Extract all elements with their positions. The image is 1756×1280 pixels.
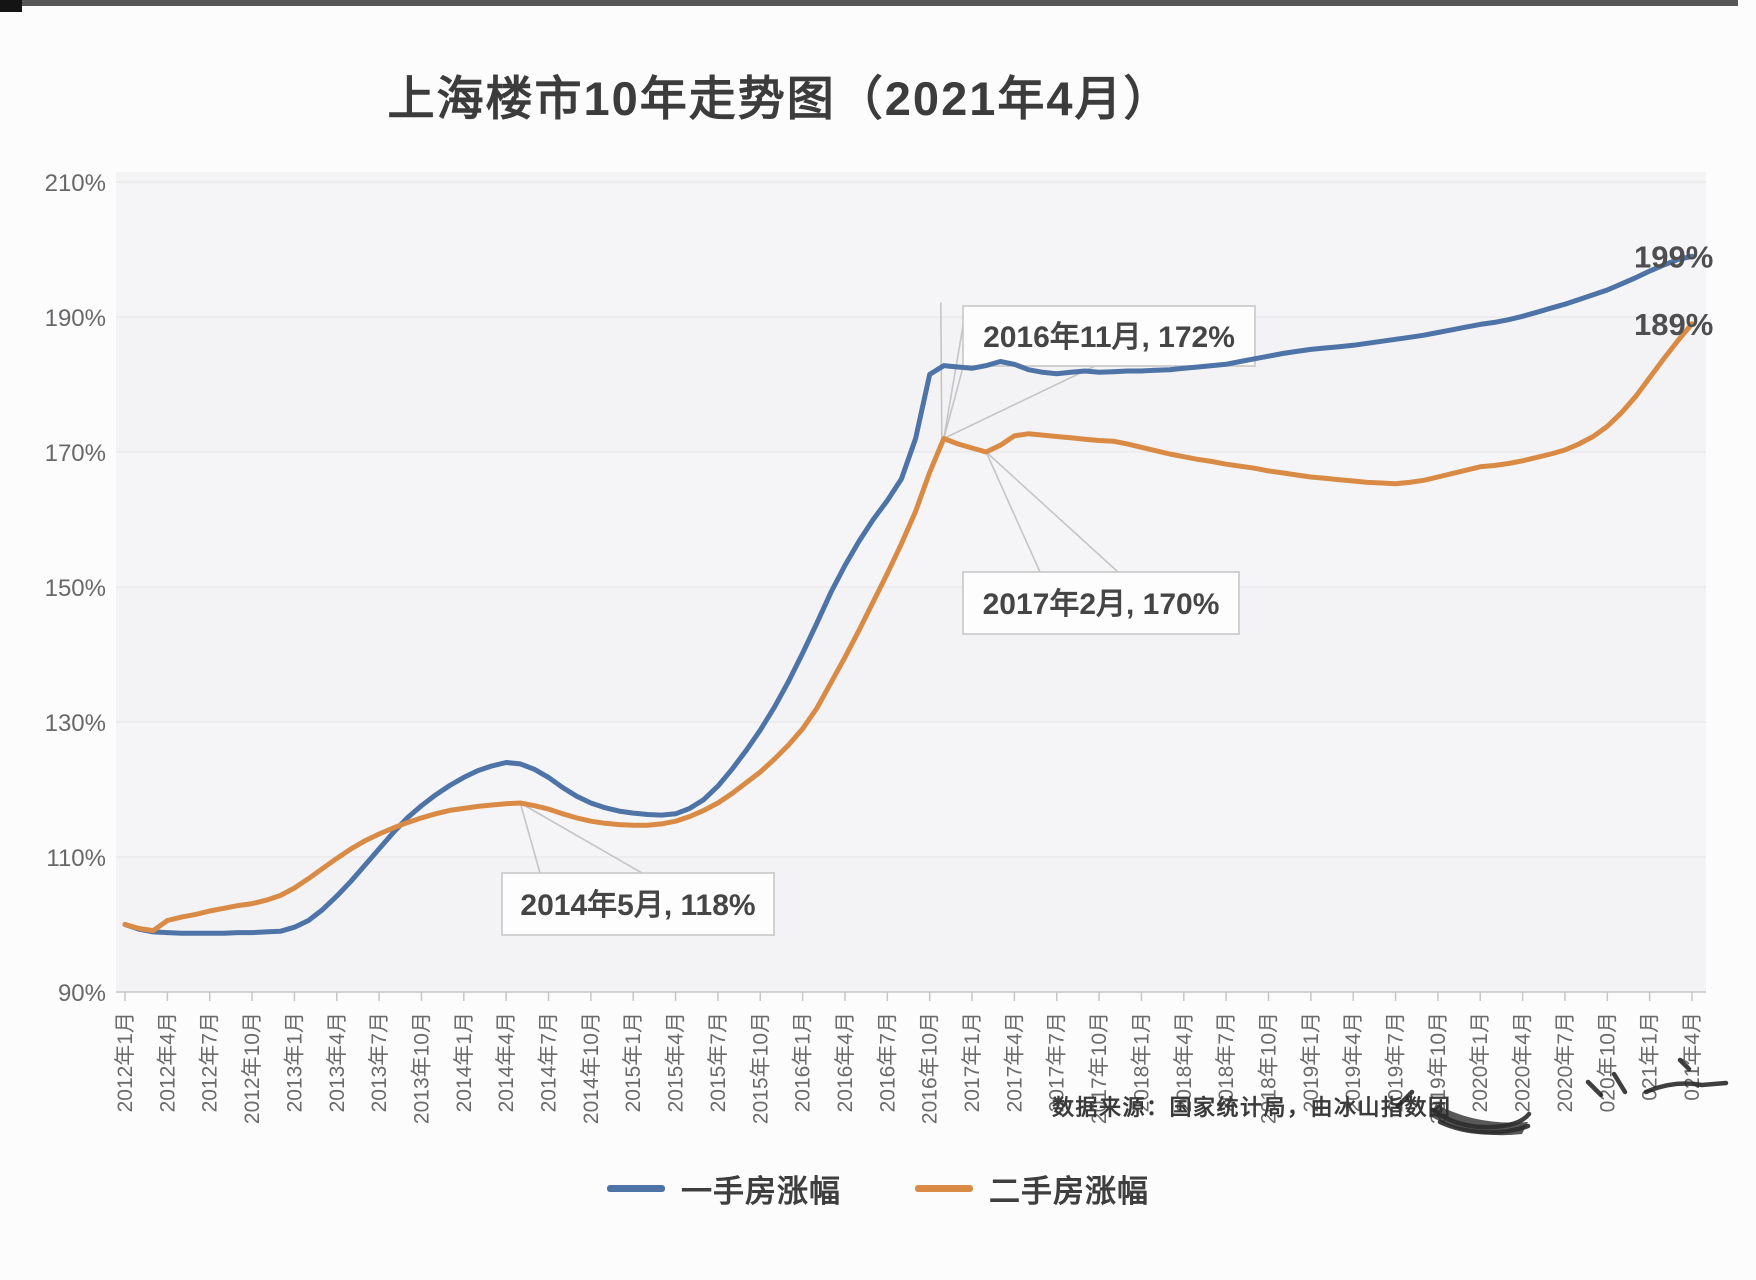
callout-line [985,451,1041,573]
annotation-box-0: 2016年11月, 172% [962,305,1256,367]
x-tick-label: 2017年4月 [1003,1012,1026,1112]
x-tick-label: 2012年4月 [156,1012,179,1112]
x-tick-label: 2016年7月 [876,1012,899,1112]
legend-item-new-homes: 一手房涨幅 [607,1166,841,1211]
x-tick-label: 2013年1月 [283,1012,306,1112]
x-tick-label: 2020年4月 [1512,1012,1535,1112]
x-tick-label: 2019年4月 [1342,1012,1365,1112]
annotation-rect [501,872,775,936]
annotation-callout-0 [939,302,1096,440]
x-tick-label: 2014年4月 [495,1012,518,1112]
x-tick-label: 2020年7月 [1554,1012,1577,1112]
x-tick-label: 2017年10月 [1088,1012,1111,1124]
x-tick-label: 2018年4月 [1173,1012,1196,1112]
x-tick-label: 2015年10月 [749,1012,772,1124]
y-tick-label: 130% [45,710,106,737]
annotations: 2016年11月, 172% 2017年2月, 170% 2014年5月, 118% [501,302,1256,936]
x-tick-label: 2014年1月 [453,1012,476,1112]
chart-title: 上海楼市10年走势图（2021年4月） [387,72,1173,125]
x-tick-label: 2019年1月 [1300,1012,1323,1112]
callout-line [943,365,1096,440]
legend-item-second-hand: 二手房涨幅 [915,1166,1149,1211]
annotation-text: 2017年2月, 170% [983,588,1220,621]
x-tick-label: 2015年1月 [622,1012,645,1112]
plot-band [116,722,1706,857]
annotation-text: 2016年11月, 172% [983,321,1235,354]
y-tick-label: 190% [45,305,106,332]
scan-artifact-corner [0,0,22,12]
x-tick-label: 2020年1月 [1469,1012,1492,1112]
callout-line [519,802,643,874]
end-label-second-hand: 189% [1634,307,1713,342]
callout-line [943,313,966,439]
x-tick-label: 2013年10月 [410,1012,433,1124]
x-tick-label: 021年1月 [1639,1012,1662,1101]
plot-band [116,857,1706,992]
end-label-new-homes: 199% [1634,239,1713,274]
series-line-second-hand [122,321,1695,934]
x-tick-label: 021年4月 [1681,1012,1704,1101]
series-line-new-homes [122,253,1695,936]
x-tick-label: 2017年7月 [1046,1012,1069,1112]
annotation-rect [962,305,1256,367]
plot-band [116,182,1706,317]
x-tick-label: 2019年10月 [1427,1012,1450,1124]
source-note: 数据来源：国家统计局，由冰山指数团 [1052,1095,1452,1120]
y-axis-labels: 90% 110% 130% 150% 170% 190% 210% [45,170,106,1007]
legend-swatch-new-homes [607,1185,665,1192]
plot-band [116,317,1706,452]
annotation-rect [962,571,1240,635]
y-tick-label: 150% [45,575,106,602]
x-tick-label: 2019年7月 [1385,1012,1408,1112]
y-tick-label: 210% [45,170,106,197]
annotation-box-1: 2017年2月, 170% [962,571,1240,635]
annotation-callout-1 [985,451,1119,573]
y-tick-label: 110% [46,845,106,872]
x-tick-label: 2014年10月 [580,1012,603,1124]
x-tick-label: 2015年7月 [707,1012,730,1112]
x-tick-label: 2016年10月 [919,1012,942,1124]
x-tick-label: 2013年4月 [326,1012,349,1112]
x-axis-ticks [124,992,1693,1001]
x-tick-label: 2016年1月 [792,1012,815,1112]
x-tick-label: 2014年7月 [538,1012,561,1112]
annotation-callout-2 [519,802,643,874]
y-tick-label: 90% [58,980,106,1007]
x-tick-label: 2015年4月 [665,1012,688,1112]
plot-band [116,587,1706,722]
annotation-text: 2014年5月, 118% [520,889,755,922]
x-tick-label: 2018年10月 [1257,1012,1280,1124]
legend: 一手房涨幅 二手房涨幅 [0,1166,1756,1211]
x-tick-label: 2016年4月 [834,1012,857,1112]
callout-line [985,451,1119,573]
legend-label-second-hand: 二手房涨幅 [989,1174,1149,1209]
callout-line [519,802,541,874]
legend-swatch-second-hand [915,1185,973,1192]
x-tick-label: 2018年1月 [1130,1012,1153,1112]
annotation-box-2: 2014年5月, 118% [501,872,775,936]
scan-artifact-top-line [0,0,1738,6]
x-axis-labels: 2012年1月 2012年4月 2012年7月 2012年10月 2013年1月 2013… [114,1012,1704,1124]
x-tick-label: 2013年7月 [368,1012,391,1112]
legend-label-new-homes: 一手房涨幅 [681,1174,841,1209]
x-tick-label: 2012年7月 [199,1012,222,1112]
x-tick-label: 2017年1月 [961,1012,984,1112]
x-tick-label: 2012年1月 [114,1012,137,1112]
x-tick-label: 2018年7月 [1215,1012,1238,1112]
callout-line [943,359,966,439]
y-tick-label: 170% [45,440,106,467]
callout-line [939,302,943,439]
x-tick-label: 2012年10月 [241,1012,264,1124]
x-tick-label: 020年10月 [1596,1012,1619,1112]
